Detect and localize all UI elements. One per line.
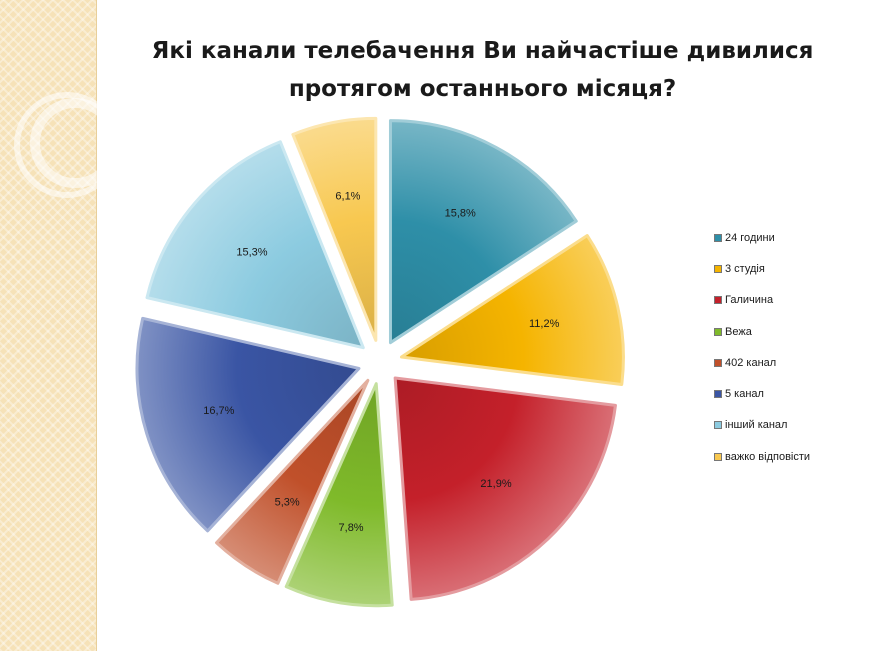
pie-slice-24-години: [388, 119, 578, 345]
legend-label: Галичина: [725, 294, 774, 307]
legend-item-галичина: Галичина: [714, 285, 810, 316]
legend-label: 3 студія: [725, 262, 765, 275]
legend-swatch: [714, 452, 722, 461]
data-label-24-години: 15,8%: [445, 208, 476, 220]
legend-item-інший-канал: інший канал: [714, 410, 810, 441]
legend-item-вежа: Вежа: [714, 316, 810, 347]
legend-item-5-канал: 5 канал: [714, 378, 810, 409]
legend-item-3-студія: 3 студія: [714, 253, 810, 284]
legend-label: Вежа: [725, 325, 752, 338]
chart-legend: 24 години 3 студія Галичина Вежа 402 канал 5 …: [714, 222, 810, 472]
pie-slice-5-канал: [135, 316, 361, 533]
data-label-402-канал: 5,3%: [275, 497, 300, 509]
data-label-вежа: 7,8%: [339, 522, 364, 534]
pie-slice-402-канал: [215, 378, 370, 585]
data-label-важко-відповісти: 6,1%: [335, 190, 360, 202]
legend-item-важко-відповісти: важко відповісти: [714, 441, 810, 472]
legend-label: важко відповісти: [725, 450, 811, 463]
legend-label: інший канал: [725, 419, 788, 432]
legend-item-24-години: 24 години: [714, 222, 810, 253]
pie-slice-3-студія: [399, 234, 625, 386]
pie-slice-інший-канал: [145, 140, 365, 350]
data-label-інший-канал: 15,3%: [236, 246, 267, 258]
legend-swatch: [714, 358, 722, 367]
legend-swatch: [714, 296, 722, 305]
legend-swatch: [714, 421, 722, 430]
legend-swatch: [714, 390, 722, 399]
legend-swatch: [714, 327, 722, 336]
data-label-3-студія: 11,2%: [529, 318, 560, 330]
chart-title-line-1: Які канали телебачення Ви найчастіше див…: [151, 38, 814, 64]
legend-swatch: [714, 233, 722, 242]
legend-item-402-канал: 402 канал: [714, 347, 810, 378]
legend-label: 5 канал: [725, 388, 764, 401]
pie-slice-важко-відповісти: [291, 116, 378, 342]
pie-slice-вежа: [284, 382, 394, 608]
legend-swatch: [714, 264, 722, 273]
legend-label: 402 канал: [725, 356, 777, 369]
decorative-side-panel: [0, 0, 120, 651]
legend-label: 24 години: [725, 231, 775, 244]
pie-slice-галичина: [393, 376, 617, 601]
chart-title-line-2: протягом останнього місяця?: [288, 76, 677, 102]
chart-title: Які канали телебачення Ви найчастіше див…: [96, 32, 869, 108]
decorative-ring: [14, 92, 120, 198]
data-label-5-канал: 16,7%: [203, 405, 234, 417]
data-label-галичина: 21,9%: [480, 478, 511, 490]
